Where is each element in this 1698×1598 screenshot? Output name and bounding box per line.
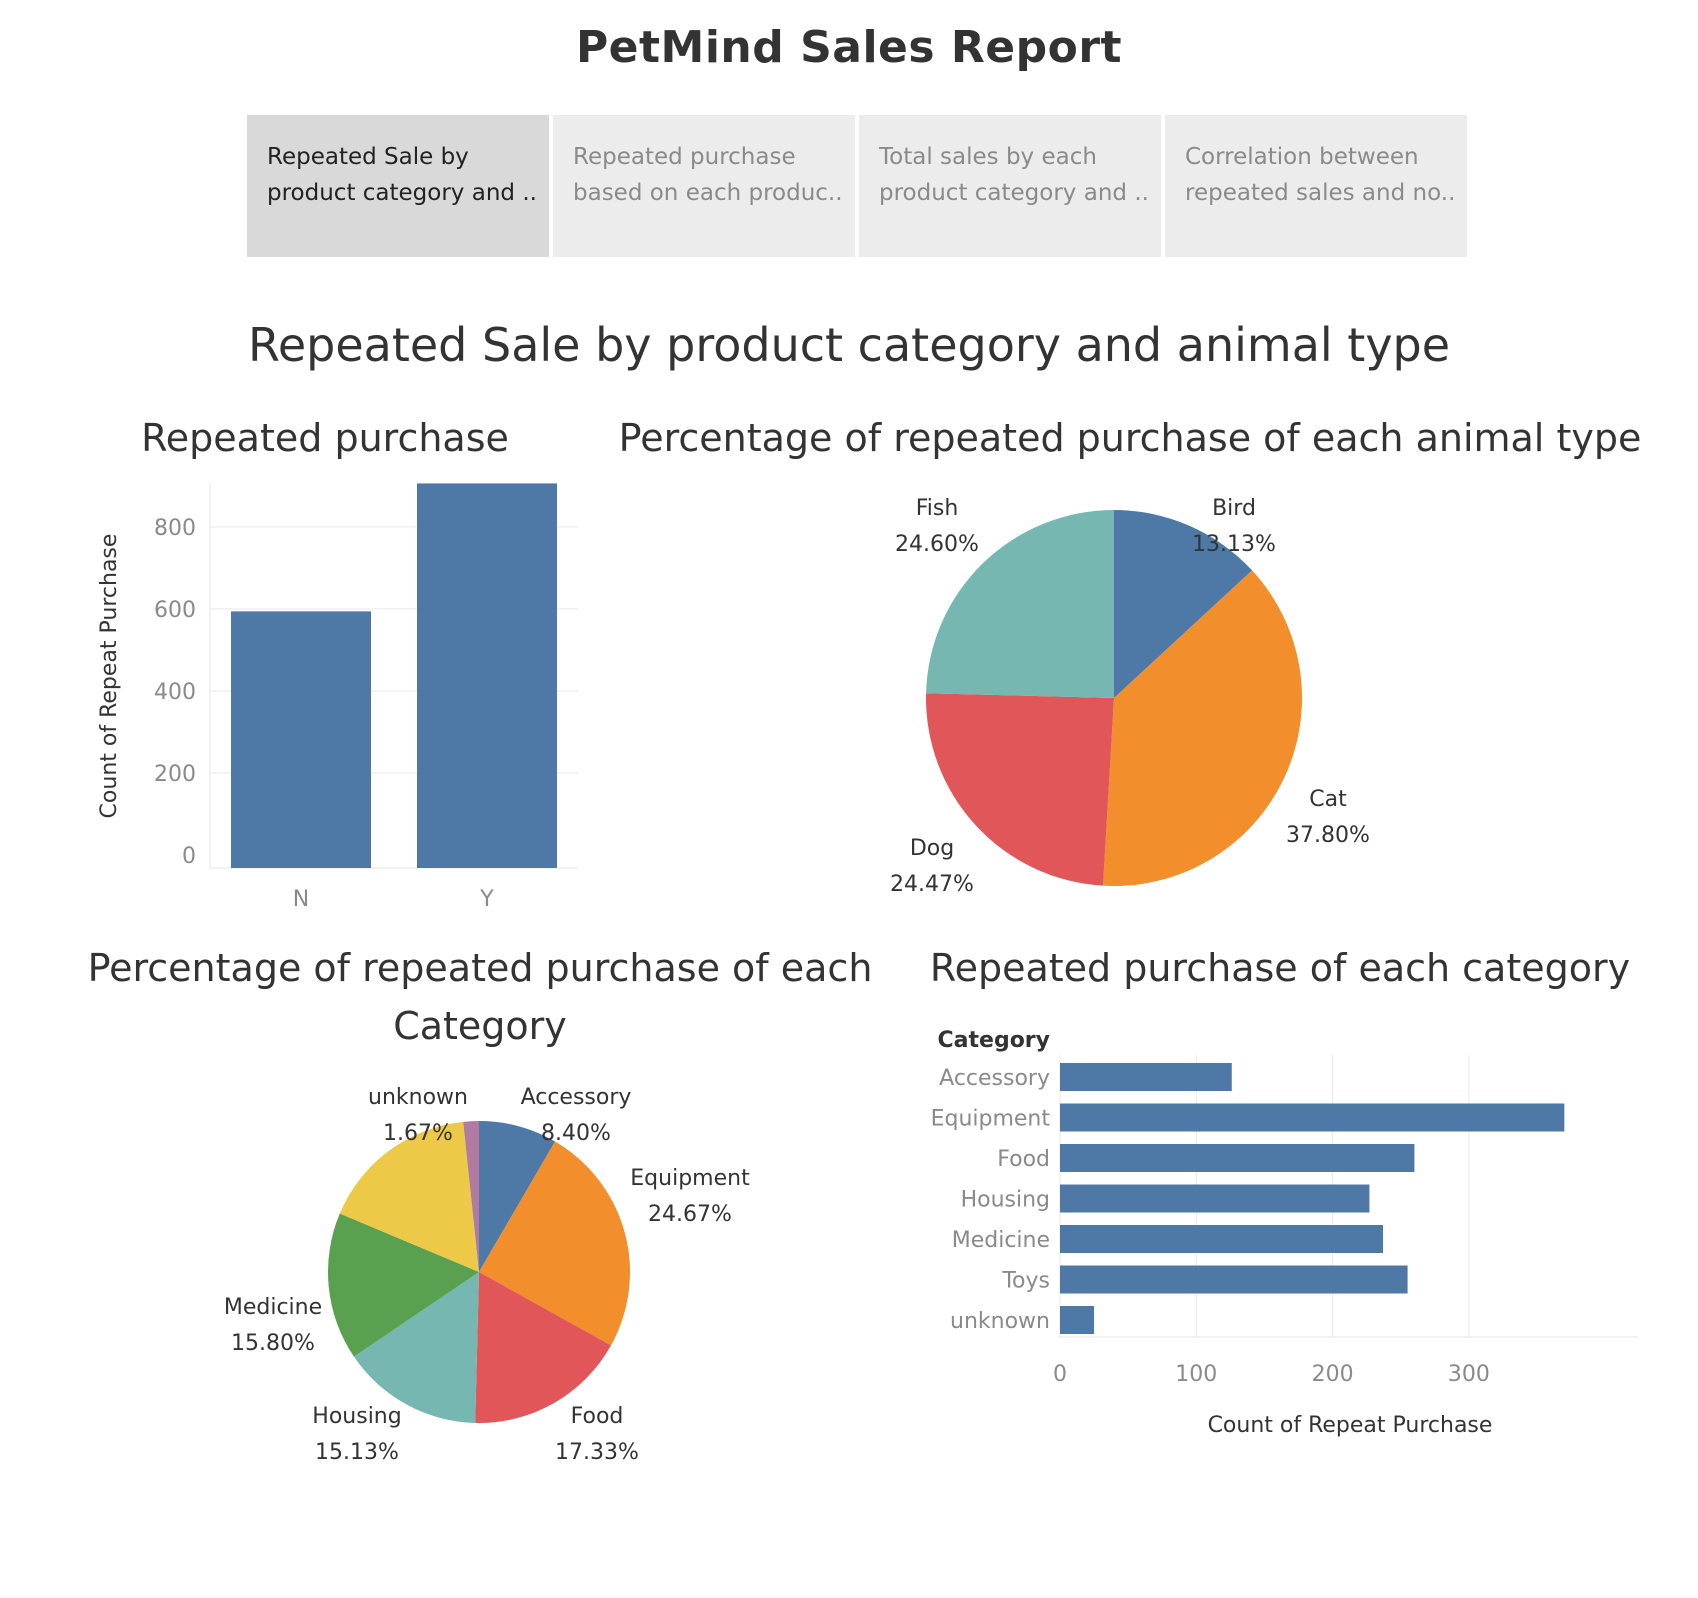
tab-label-line1: Repeated Sale by (267, 144, 469, 170)
tab-repeated-sale[interactable]: Repeated Sale by product category and .. (247, 115, 549, 257)
bar-accessory (1060, 1063, 1232, 1091)
y-tick-label: 800 (154, 516, 196, 541)
category-pie-slice-label: Medicine (224, 1295, 322, 1320)
bar-Y (417, 483, 557, 868)
category-pie-slice-equipment (479, 1141, 630, 1346)
animal-pie-slice-dog (925, 693, 1114, 886)
category-pie-slice-value: 17.33% (555, 1440, 639, 1465)
category-pie-slice-label: unknown (368, 1085, 468, 1110)
animal-pie-slice-value: 24.60% (895, 532, 979, 557)
y-tick-label: 0 (182, 844, 196, 869)
sheet-title: Repeated Sale by product category and an… (247, 318, 1451, 372)
tab-label-line2: repeated sales and no.. (1185, 180, 1456, 206)
bar-food (1060, 1144, 1415, 1172)
animal-pie-slice-bird (1114, 510, 1253, 698)
report-title: PetMind Sales Report (575, 22, 1123, 73)
tab-label-line1: Correlation between (1185, 144, 1419, 170)
chart-title-animal-pie: Percentage of repeated purchase of each … (618, 416, 1642, 460)
category-pie-slice-label: Food (571, 1404, 624, 1429)
animal-pie-slice-label: Bird (1212, 496, 1256, 521)
category-pie-slice-food (475, 1272, 612, 1423)
bar-N (231, 611, 371, 868)
bar-medicine (1060, 1225, 1384, 1253)
animal-pie-slice-value: 37.80% (1286, 823, 1370, 848)
tab-correlation[interactable]: Correlation between repeated sales and n… (1165, 115, 1467, 257)
bar-housing (1060, 1184, 1370, 1213)
category-pie-slice-value: 8.40% (541, 1121, 611, 1146)
chart-title-category-pie-line2: Category (393, 1004, 567, 1048)
chart-title-category-pie-line1: Percentage of repeated purchase of each (87, 946, 873, 990)
tab-repeated-purchase[interactable]: Repeated purchase based on each produc.. (553, 115, 855, 257)
tab-label-line1: Repeated purchase (573, 144, 796, 170)
category-pie-slice-label: Equipment (630, 1166, 750, 1191)
x-axis-title: Count of Repeat Purchase (1208, 1413, 1493, 1438)
category-pie-slice-housing (353, 1272, 479, 1423)
animal-pie-slice-cat (1103, 570, 1302, 886)
category-pie-slice-value: 15.13% (315, 1440, 399, 1465)
x-tick-label: 100 (1175, 1362, 1217, 1387)
y-tick-label: 400 (154, 680, 196, 705)
y-tick-label: Accessory (939, 1066, 1050, 1091)
animal-pie-slice-fish (926, 510, 1114, 698)
category-pie-slice-toys (339, 1121, 479, 1272)
x-tick-label: 200 (1312, 1362, 1354, 1387)
y-tick-label: Medicine (952, 1228, 1050, 1253)
category-pie-slice-value: 24.67% (648, 1202, 732, 1227)
y-axis-title: Count of Repeat Purchase (97, 534, 122, 819)
category-pie-slice-value: 15.80% (231, 1331, 315, 1356)
animal-pie-slice-label: Fish (916, 496, 959, 521)
x-tick-label: 300 (1448, 1362, 1490, 1387)
y-tick-label: Equipment (931, 1107, 1051, 1132)
x-tick-label: 0 (1053, 1362, 1067, 1387)
x-tick-label: Y (479, 887, 494, 912)
tab-total-sales[interactable]: Total sales by each product category and… (859, 115, 1161, 257)
x-tick-label: N (293, 887, 309, 912)
bar-unknown (1060, 1306, 1095, 1334)
category-pie-slice-value: 1.67% (383, 1121, 453, 1146)
category-pie-slice-label: Accessory (521, 1085, 632, 1110)
y-tick-label: Food (997, 1147, 1050, 1172)
category-pie-slice-medicine (327, 1213, 479, 1357)
chart-title-repeated-purchase: Repeated purchase (141, 416, 509, 460)
bar-toys (1060, 1265, 1408, 1294)
y-tick-label: 600 (154, 598, 196, 623)
y-axis-header: Category (938, 1028, 1050, 1053)
y-tick-label: Toys (1001, 1269, 1050, 1294)
bar-equipment (1060, 1103, 1565, 1132)
category-pie-slice-unknown (463, 1121, 479, 1272)
animal-pie-slice-label: Dog (910, 836, 954, 861)
tab-label-line2: product category and .. (267, 180, 537, 206)
y-tick-label: unknown (950, 1309, 1050, 1334)
y-tick-label: Housing (961, 1188, 1050, 1213)
animal-pie-slice-label: Cat (1309, 787, 1347, 812)
tab-label-line2: based on each produc.. (573, 180, 843, 206)
animal-pie-slice-value: 24.47% (890, 872, 974, 897)
y-tick-label: 200 (154, 762, 196, 787)
chart-title-category-bar: Repeated purchase of each category (929, 946, 1631, 990)
category-pie-slice-accessory (479, 1121, 556, 1272)
tab-label-line1: Total sales by each (879, 144, 1097, 170)
category-pie-slice-label: Housing (312, 1404, 401, 1429)
animal-pie-slice-value: 13.13% (1192, 532, 1276, 557)
tab-label-line2: product category and .. (879, 180, 1149, 206)
